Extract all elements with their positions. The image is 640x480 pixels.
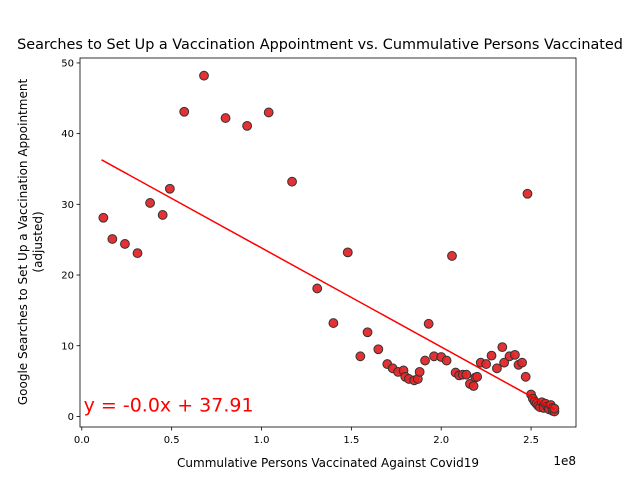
- x-tick-label: 1.0: [254, 435, 270, 446]
- data-point: [441, 355, 452, 366]
- data-point: [468, 381, 479, 391]
- regression-line: [101, 159, 555, 410]
- x-tick-label: 0.5: [164, 435, 180, 446]
- plot-frame: [79, 57, 577, 428]
- x-axis-label: Cummulative Persons Vaccinated Against C…: [177, 456, 479, 470]
- data-point: [342, 247, 353, 258]
- data-point: [499, 357, 510, 368]
- data-point: [98, 212, 109, 223]
- scatter-points: [98, 70, 560, 417]
- data-point: [120, 239, 130, 249]
- data-point: [263, 107, 274, 118]
- data-point: [481, 359, 492, 369]
- data-point: [179, 106, 190, 117]
- data-point: [220, 113, 231, 123]
- y-tick-label: 30: [61, 200, 74, 211]
- y-axis-label-line2: (adjusted): [31, 211, 45, 272]
- x-axis-scale-label: 1e8: [553, 454, 576, 468]
- x-tick-label: 1.5: [343, 435, 359, 446]
- data-point: [420, 355, 430, 366]
- data-point: [492, 363, 502, 374]
- data-point: [362, 327, 373, 338]
- data-point: [447, 251, 457, 261]
- data-point: [486, 350, 497, 361]
- chart-title: Searches to Set Up a Vaccination Appoint…: [17, 37, 623, 53]
- regression-equation: y = -0.0x + 37.91: [84, 394, 254, 416]
- y-tick-label: 50: [61, 59, 74, 70]
- data-point: [199, 70, 209, 81]
- data-point: [414, 366, 425, 377]
- data-point: [355, 351, 366, 362]
- data-point: [145, 198, 155, 208]
- data-point: [522, 188, 533, 199]
- data-point: [461, 369, 472, 380]
- y-tick-label: 20: [61, 271, 74, 282]
- data-point: [242, 120, 253, 131]
- x-tick-label: 0.0: [74, 435, 90, 446]
- data-point: [328, 318, 339, 328]
- data-point: [164, 183, 175, 194]
- x-tick-label: 2.0: [433, 435, 449, 446]
- data-point: [497, 342, 508, 353]
- y-axis-label-line1: Google Searches to Set Up a Vaccination …: [16, 79, 30, 406]
- data-point: [472, 371, 483, 382]
- y-tick-label: 40: [61, 129, 74, 140]
- y-tick-label: 0: [68, 412, 74, 423]
- x-tick-label: 2.5: [523, 435, 539, 446]
- data-point: [107, 234, 118, 244]
- data-point: [287, 176, 297, 187]
- data-point: [157, 210, 168, 220]
- data-point: [423, 318, 434, 329]
- data-point: [517, 357, 527, 368]
- data-point: [373, 344, 384, 355]
- regression-line-group: y = -0.0x + 37.91: [84, 159, 555, 416]
- data-point: [509, 349, 520, 360]
- axis-ticks: 0.0 0.5 1.0 1.5 2.0 2.5 0 10 20 30 40 50: [61, 59, 539, 446]
- data-point: [132, 248, 143, 259]
- data-point: [520, 371, 531, 382]
- data-point: [312, 283, 323, 294]
- y-tick-label: 10: [61, 341, 74, 352]
